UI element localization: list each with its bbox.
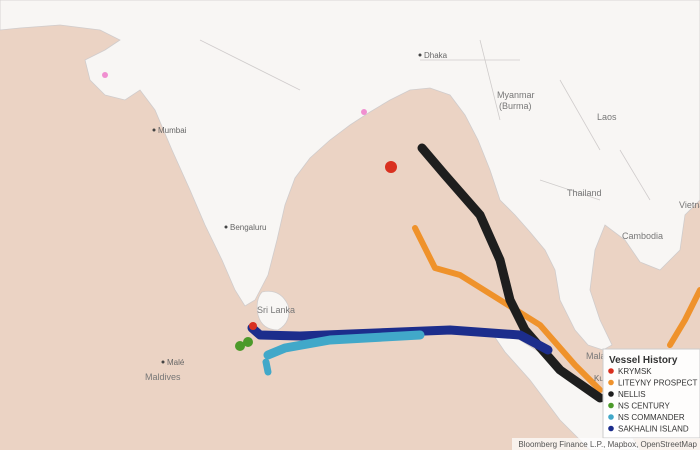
place-label: Dhaka <box>424 51 448 60</box>
vessel-point <box>243 337 253 347</box>
place-label: Maldives <box>145 372 181 382</box>
legend-box <box>602 348 700 439</box>
city-dot <box>224 225 228 229</box>
place-label: Thailand <box>567 188 602 198</box>
city-dot <box>161 360 165 364</box>
legend-label: SAKHALIN ISLAND <box>618 425 689 434</box>
place-label: Malé <box>167 358 185 367</box>
legend-swatch <box>608 414 614 420</box>
legend-swatch <box>608 402 614 409</box>
places: Dhaka Myanmar (Burma) Laos Mumbai Thaila… <box>145 51 700 383</box>
legend-swatch <box>608 379 614 386</box>
port-marker <box>361 109 367 115</box>
city-dot <box>152 128 156 132</box>
attribution: Bloomberg Finance L.P., Mapbox, OpenStre… <box>518 440 697 449</box>
place-label: Mala <box>586 351 606 361</box>
legend-swatch <box>608 425 614 432</box>
place-label: Mumbai <box>158 126 187 135</box>
place-label: Sri Lanka <box>257 305 295 315</box>
vessel-point <box>235 341 245 351</box>
legend-label: NS CENTURY <box>618 402 671 411</box>
attribution-bg <box>512 438 700 450</box>
place-label: Ku <box>594 374 604 383</box>
track <box>417 143 605 403</box>
city-dot <box>418 53 422 57</box>
legend-label: LITEYNY PROSPECT <box>618 379 698 388</box>
legend-swatch <box>608 368 614 374</box>
track <box>412 225 603 393</box>
place-label: Vietna <box>679 200 700 210</box>
legend-label: KRYMSK <box>618 367 652 376</box>
legend: Vessel History KRYMSK LITEYNY PROSPECT NEL… <box>602 348 700 439</box>
track <box>262 358 272 376</box>
legend-title: Vessel History <box>609 355 678 366</box>
place-label: Cambodia <box>622 231 663 241</box>
legend-label: NELLIS <box>618 390 646 399</box>
vessel-point <box>249 322 257 330</box>
track <box>263 330 425 360</box>
place-label: (Burma) <box>499 101 532 111</box>
vessel-point <box>385 161 397 173</box>
place-label: Bengaluru <box>230 223 266 232</box>
legend-swatch <box>608 391 614 397</box>
place-label: Myanmar <box>497 90 535 100</box>
place-label: Laos <box>597 112 617 122</box>
port-marker <box>102 72 108 78</box>
legend-label: NS COMMANDER <box>618 413 685 422</box>
tracks <box>102 72 700 403</box>
track <box>667 287 700 348</box>
